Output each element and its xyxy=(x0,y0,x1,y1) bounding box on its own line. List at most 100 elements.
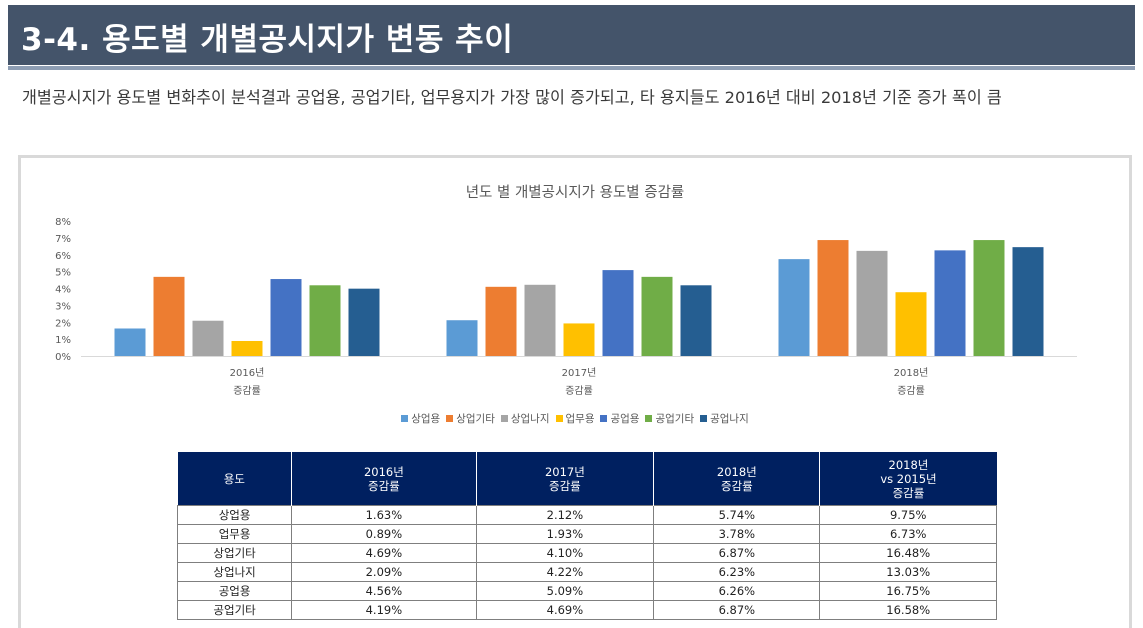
chart-bar xyxy=(680,285,712,356)
table-cell: 13.03% xyxy=(819,562,997,582)
table-row: 업무용 0.89% 1.93% 3.78% 6.73% xyxy=(176,524,997,544)
table-header-cell: 2018년 증감률 xyxy=(653,452,821,506)
table-cell: 6.87% xyxy=(653,543,821,563)
legend-item: 상업기타 xyxy=(446,411,495,426)
table-cell: 상업나지 xyxy=(176,562,293,582)
y-tick-label: 7% xyxy=(55,234,71,245)
chart-bar xyxy=(602,270,634,356)
legend-label: 상업용 xyxy=(411,413,441,425)
chart-bar xyxy=(856,250,888,356)
chart-bar xyxy=(641,276,673,356)
y-tick-label: 8% xyxy=(55,217,71,228)
table-cell: 5.74% xyxy=(653,505,821,525)
chart-bar xyxy=(563,323,595,356)
x-tick-label: 2017년 xyxy=(562,367,597,379)
legend-item: 공업용 xyxy=(600,411,639,426)
x-tick-label: 증감률 xyxy=(897,385,925,397)
legend-item: 업무용 xyxy=(555,411,595,426)
y-tick-label: 2% xyxy=(55,318,71,329)
table-cell: 6.87% xyxy=(653,600,821,620)
table-cell: 4.69% xyxy=(475,600,655,620)
chart-title: 년도 별 개별공시지가 용도별 증감률 xyxy=(465,185,685,201)
table-cell: 2.09% xyxy=(291,562,477,582)
legend-swatch xyxy=(600,415,608,422)
chart-bar xyxy=(778,259,810,356)
table-cell: 16.48% xyxy=(819,543,997,563)
legend-label: 공업용 xyxy=(610,413,640,425)
table-cell: 상업기타 xyxy=(176,543,293,563)
table-header-cell: 2018년 vs 2015년 증감률 xyxy=(819,452,997,506)
table-row: 상업용 1.63% 2.12% 5.74% 9.75% xyxy=(176,505,997,525)
chart-bar xyxy=(973,240,1005,356)
chart-bar xyxy=(934,250,966,356)
legend-label: 상업기타 xyxy=(456,413,495,425)
chart-bar xyxy=(270,279,302,356)
chart-bar xyxy=(192,320,224,356)
x-tick-label: 증감률 xyxy=(565,385,593,397)
chart-bar xyxy=(231,340,263,356)
table-cell: 상업용 xyxy=(176,505,293,525)
page-title: 3-4. 용도별 개별공시지가 변동 추이 xyxy=(21,22,514,58)
legend-swatch xyxy=(555,415,563,422)
chart-bar xyxy=(485,286,517,356)
section-header: 3-4. 용도별 개별공시지가 변동 추이 xyxy=(8,5,1135,65)
table-header-cell: 2016년 증감률 xyxy=(291,452,477,506)
chart-bar xyxy=(817,240,849,356)
legend-item: 공업기타 xyxy=(645,411,694,426)
y-tick-label: 1% xyxy=(55,335,71,346)
table-cell: 4.22% xyxy=(475,562,655,582)
chart-bar xyxy=(1012,247,1044,356)
legend-swatch xyxy=(500,415,508,422)
chart-bar xyxy=(153,276,185,356)
legend-item: 상업나지 xyxy=(500,411,550,426)
legend-label: 공업나지 xyxy=(710,413,749,425)
chart-bar xyxy=(524,284,556,356)
table-row: 상업나지 2.09% 4.22% 6.23% 13.03% xyxy=(176,562,997,582)
table-cell: 4.10% xyxy=(475,543,655,563)
table-cell: 5.09% xyxy=(475,581,655,601)
legend-label: 공업기타 xyxy=(655,413,695,425)
table-cell: 4.19% xyxy=(291,600,477,620)
legend-swatch xyxy=(700,415,708,422)
legend-swatch xyxy=(401,415,409,422)
chart-bar xyxy=(309,285,341,356)
legend-label: 업무용 xyxy=(565,413,595,425)
table-cell: 6.26% xyxy=(653,581,821,601)
table-row: 공업기타 4.19% 4.69% 6.87% 16.58% xyxy=(176,600,997,620)
legend-swatch xyxy=(645,415,653,422)
x-tick-label: 2016년 xyxy=(230,367,265,379)
x-tick-label: 증감률 xyxy=(233,385,261,397)
table-row: 상업기타 4.69% 4.10% 6.87% 16.48% xyxy=(176,543,997,563)
table-cell: 4.56% xyxy=(291,581,477,601)
table-cell: 1.93% xyxy=(475,524,655,544)
chart-bar xyxy=(114,328,146,356)
table-header-cell: 2017년 증감률 xyxy=(476,452,655,506)
y-tick-label: 3% xyxy=(55,301,71,312)
summary-text: 개별공시지가 용도별 변화추이 분석결과 공업용, 공업기타, 업무용지가 가장… xyxy=(22,88,1002,107)
table-cell: 6.73% xyxy=(819,524,997,544)
table-cell: 0.89% xyxy=(291,524,477,544)
y-tick-label: 6% xyxy=(55,251,71,262)
legend-item: 상업용 xyxy=(401,411,440,426)
table-cell: 1.63% xyxy=(291,505,477,525)
table-cell: 2.12% xyxy=(475,505,655,525)
chart-legend: 상업용 상업기타 상업나지 업무용 공업용 공업기타 공업나지 xyxy=(21,411,1129,426)
y-tick-label: 4% xyxy=(55,285,71,296)
table-header-cell: 용도 xyxy=(177,452,293,506)
table-cell: 공업기타 xyxy=(176,600,293,620)
data-table: 용도 2016년 증감률 2017년 증감률 2018년 증감률 2018년 v… xyxy=(176,452,997,620)
y-tick-label: 0% xyxy=(55,352,71,363)
chart-bar xyxy=(446,320,478,356)
y-tick-label: 5% xyxy=(55,268,71,279)
legend-item: 공업나지 xyxy=(700,411,749,426)
legend-swatch xyxy=(446,415,454,422)
header-underline xyxy=(8,66,1135,70)
table-cell: 9.75% xyxy=(819,505,997,525)
table-cell: 16.58% xyxy=(819,600,997,620)
table-cell: 4.69% xyxy=(291,543,477,563)
table-cell: 16.75% xyxy=(819,581,997,601)
table-cell: 3.78% xyxy=(653,524,821,544)
chart-table-panel: 년도 별 개별공시지가 용도별 증감률 0% 1% 2% 3% 4% 5% 6% 7% 8% 20… xyxy=(18,155,1132,628)
chart-bar xyxy=(348,288,380,356)
